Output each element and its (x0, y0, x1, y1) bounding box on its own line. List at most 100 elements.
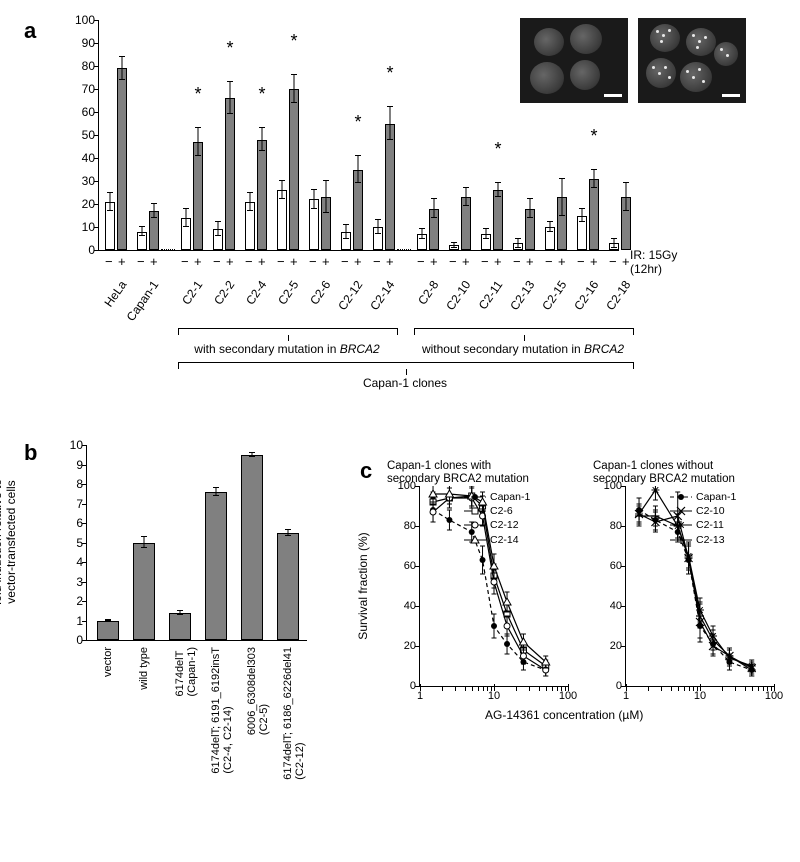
minus-label: − (513, 254, 521, 269)
xtick-label: C2-15 (539, 278, 569, 313)
bracket-label: Capan-1 clones (363, 376, 447, 390)
minus-label: − (417, 254, 425, 269)
plus-label: + (322, 254, 330, 269)
significance-star: * (494, 139, 501, 160)
xtick-label: C2-10 (443, 278, 473, 313)
bar (241, 455, 263, 640)
xtick-label: 6174delT (Capan-1) (174, 647, 198, 697)
minus-label: − (341, 254, 349, 269)
plus-label: + (430, 254, 438, 269)
significance-star: * (194, 84, 201, 105)
panel-c-label: c (360, 458, 372, 484)
plus-label: + (194, 254, 202, 269)
legend-item: C2-11 (670, 518, 736, 532)
inset-c214: C2-14 (638, 18, 746, 103)
ytick: 4 (61, 555, 83, 569)
bar (205, 492, 227, 640)
ytick: 80 (65, 59, 95, 73)
minus-label: − (181, 254, 189, 269)
bar (117, 68, 127, 250)
bar (289, 89, 299, 250)
bar (97, 621, 119, 641)
ytick: 5 (61, 536, 83, 550)
plus-label: + (462, 254, 470, 269)
xtick-label: HeLa (102, 278, 130, 310)
minus-label: − (577, 254, 585, 269)
ytick: 90 (65, 36, 95, 50)
ytick: 0 (61, 633, 83, 647)
panel-a: cells with > five RAD51 foci (%) 0102030… (40, 20, 780, 410)
legend-item: C2-12 (464, 518, 530, 532)
minus-label: − (545, 254, 553, 269)
ytick: 20 (65, 197, 95, 211)
xtick-label: C2-16 (571, 278, 601, 313)
bar (385, 124, 395, 251)
panel-c-xlabel: AG-14361 concentration (µM) (485, 708, 643, 722)
xtick: 100 (559, 690, 577, 702)
plus-label: + (494, 254, 502, 269)
plus-label: + (150, 254, 158, 269)
ytick: 80 (390, 520, 416, 532)
significance-star: * (226, 38, 233, 59)
xtick-label: 6174delT; 6186_6226del41 (C2-12) (282, 647, 306, 780)
minus-label: − (373, 254, 381, 269)
plus-label: + (622, 254, 630, 269)
ytick: 60 (390, 560, 416, 572)
bar (169, 613, 191, 640)
ytick: 40 (596, 600, 622, 612)
minus-label: − (137, 254, 145, 269)
xtick-label: C2-8 (415, 278, 441, 307)
plus-label: + (258, 254, 266, 269)
significance-star: * (290, 31, 297, 52)
xtick-label: vector (102, 647, 114, 677)
xtick-label: C2-4 (243, 278, 269, 307)
xtick-label: C2-18 (603, 278, 633, 313)
panel-c-ylabel: Survival fraction (%) (356, 532, 370, 639)
ytick: 0 (390, 680, 416, 692)
xtick-label: C2-13 (507, 278, 537, 313)
ytick: 40 (390, 600, 416, 612)
ytick: 80 (596, 520, 622, 532)
bar (493, 190, 503, 250)
ytick: 50 (65, 128, 95, 142)
bar (133, 543, 155, 641)
legend-item: C2-14 (464, 533, 530, 547)
ytick: 20 (390, 640, 416, 652)
significance-star: * (386, 63, 393, 84)
plus-label: + (590, 254, 598, 269)
ytick: 100 (65, 13, 95, 27)
plus-label: + (386, 254, 394, 269)
minus-label: − (309, 254, 317, 269)
plus-label: + (118, 254, 126, 269)
xtick: 10 (488, 690, 500, 702)
panel-c-right-plot: 020406080100110100Capan-1C2-10C2-11C2-13 (625, 486, 774, 687)
ytick: 100 (390, 480, 416, 492)
ytick: 10 (61, 438, 83, 452)
panel-c-right: Capan-1 clones without secondary BRCA2 m… (593, 486, 773, 716)
panel-b-ylabel: fold induction relative to vector-transf… (0, 479, 18, 605)
ytick: 10 (65, 220, 95, 234)
ytick: 0 (65, 243, 95, 257)
xtick-label: C2-6 (307, 278, 333, 307)
legend: Capan-1C2-6C2-12C2-14 (464, 490, 530, 547)
legend-item: Capan-1 (464, 490, 530, 504)
minus-label: − (245, 254, 253, 269)
inset-capan1: Capan-1 (520, 18, 628, 103)
minus-label: − (609, 254, 617, 269)
panel-c-left: Capan-1 clones with secondary BRCA2 muta… (387, 486, 567, 716)
legend: Capan-1C2-10C2-11C2-13 (670, 490, 736, 547)
xtick-label: wild type (138, 647, 150, 690)
xtick: 1 (417, 690, 423, 702)
ytick: 60 (65, 105, 95, 119)
ytick: 20 (596, 640, 622, 652)
xtick-label: C2-11 (476, 278, 506, 312)
xtick-label: C2-12 (335, 278, 365, 313)
xtick-label: C2-14 (367, 278, 397, 313)
panel-a-axis-note: IR: 15Gy (12hr) (630, 248, 677, 276)
xtick-label: 6174delT; 6191_6192insT (C2-4, C2-14) (210, 647, 234, 774)
bar (257, 140, 267, 250)
xtick-label: C2-1 (179, 278, 205, 307)
panel-b-chart: 012345678910 (86, 445, 307, 641)
panel-c-left-plot: 020406080100110100Capan-1C2-6C2-12C2-14 (419, 486, 568, 687)
ytick: 2 (61, 594, 83, 608)
